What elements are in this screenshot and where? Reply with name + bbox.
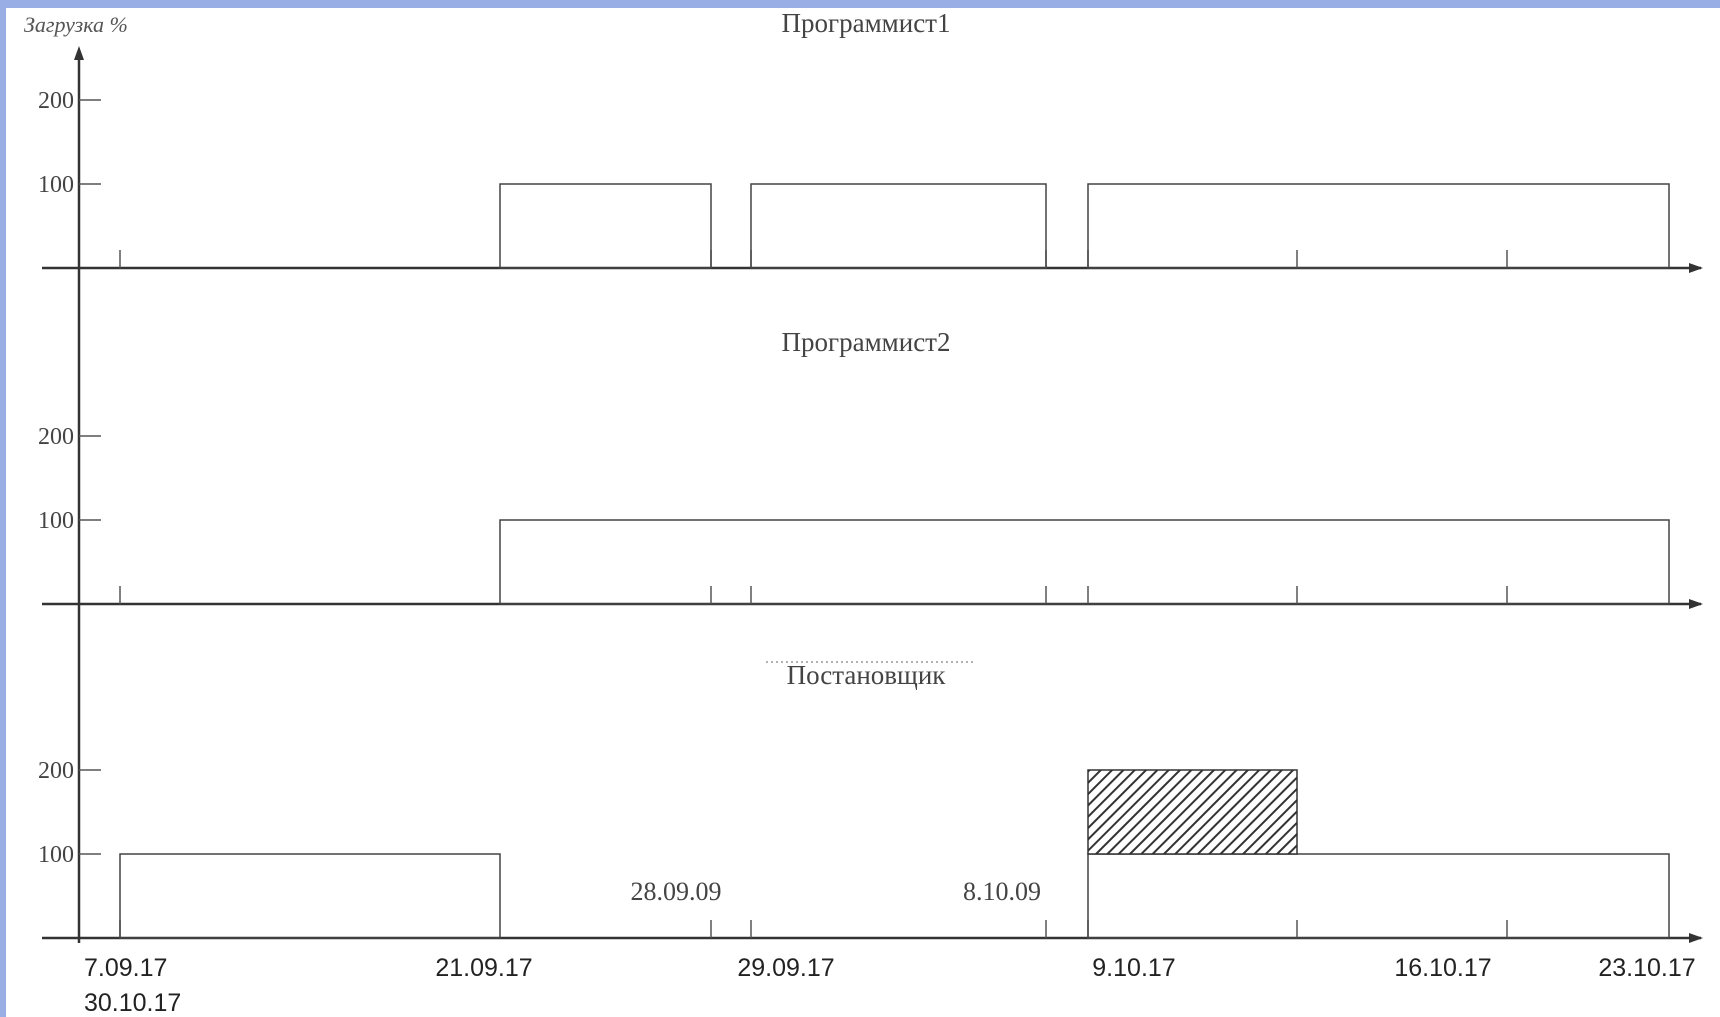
x-axis-arrow: [1689, 599, 1703, 609]
x-axis-arrow: [1689, 933, 1703, 943]
y-tick-label: 200: [38, 758, 74, 784]
panel-title: Программист2: [782, 327, 951, 357]
load-bar: [1087, 183, 1670, 269]
load-bar: [119, 853, 501, 939]
panel-title: Постановщик: [787, 660, 947, 690]
panel-title: Программист1: [782, 8, 951, 38]
load-bar: [499, 183, 712, 269]
x-date-label: 30.10.17: [84, 989, 181, 1017]
y-tick-label: 100: [38, 508, 74, 534]
x-date-label: 29.09.17: [737, 954, 834, 982]
x-date-label: 23.10.17: [1598, 954, 1695, 982]
date-annotation: 28.09.09: [631, 877, 722, 906]
y-tick-label: 200: [38, 424, 74, 450]
load-bar: [1087, 853, 1670, 939]
y-tick-label: 100: [38, 172, 74, 198]
x-date-label: 21.09.17: [435, 954, 532, 982]
y-tick-label: 200: [38, 88, 74, 114]
workload-chart: Загрузка % Программист1 100 200 Программист…: [24, 8, 1703, 1017]
y-axis-label: Загрузка %: [24, 12, 128, 37]
x-date-label: 7.09.17: [84, 954, 167, 982]
x-axis-arrow: [1689, 263, 1703, 273]
chart-frame: Загрузка % Программист1 100 200 Программист…: [6, 8, 1720, 1017]
y-axis-arrow: [74, 46, 84, 60]
x-date-label: 16.10.17: [1394, 954, 1491, 982]
load-bar: [499, 519, 1670, 605]
load-bar: [750, 183, 1047, 269]
y-tick-label: 100: [38, 842, 74, 868]
x-date-label: 9.10.17: [1092, 954, 1175, 982]
date-annotation: 8.10.09: [963, 877, 1041, 906]
overload-bar: [1087, 769, 1298, 855]
